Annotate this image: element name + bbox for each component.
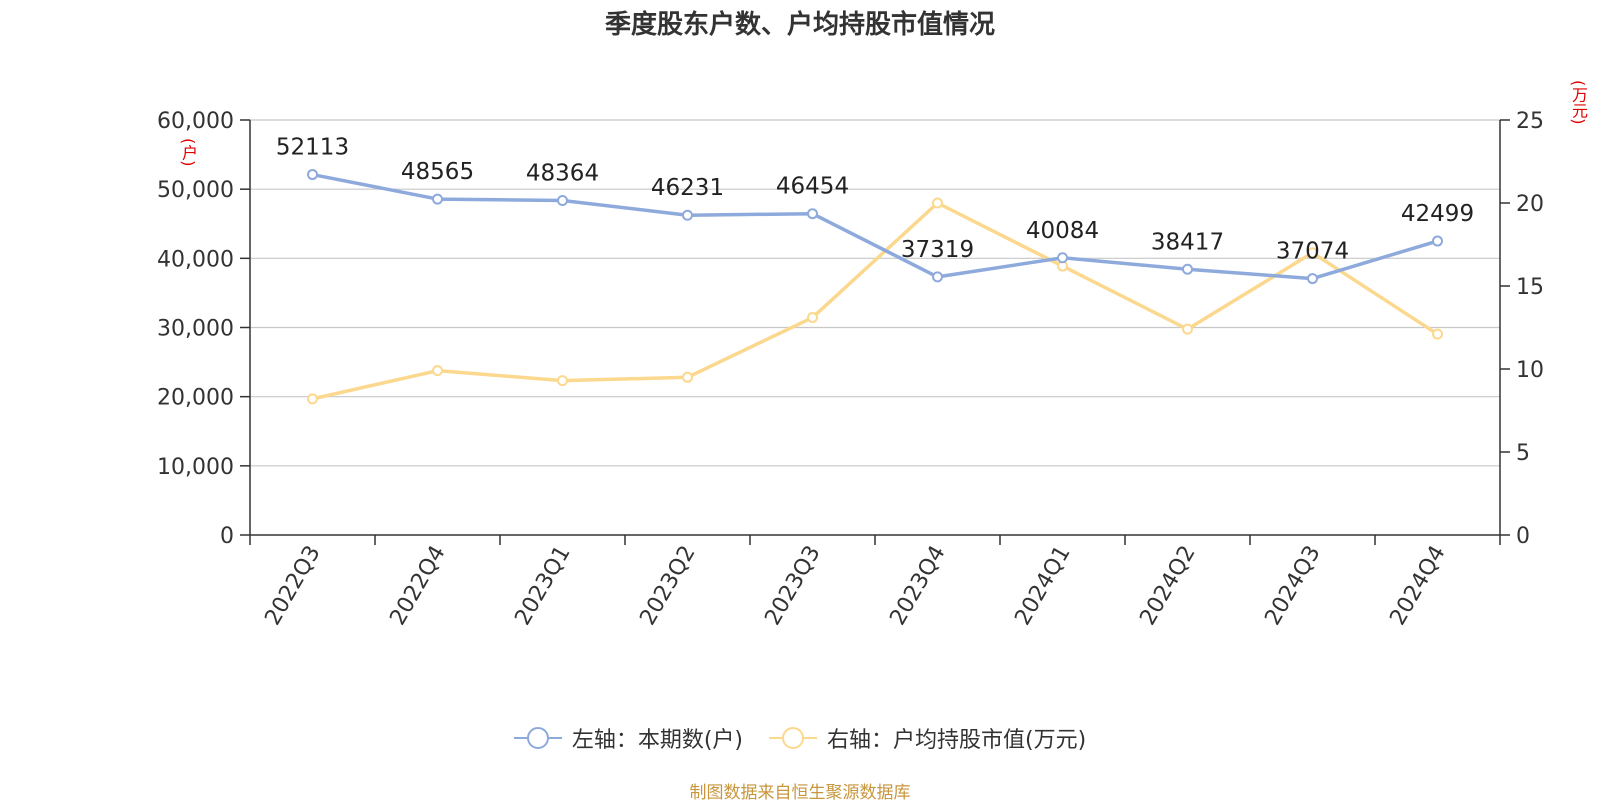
left-series-data-label: 52113 [276, 135, 349, 161]
left-axis-tick-label: 20,000 [157, 386, 234, 411]
x-axis-category-label: 2022Q3 [260, 542, 325, 630]
right-axis-tick-label: 5 [1516, 441, 1530, 466]
legend-left-circle-icon [513, 727, 562, 749]
left-series-point [1057, 252, 1068, 264]
left-series-data-label: 48565 [401, 159, 474, 185]
right-axis-tick-label: 25 [1516, 109, 1544, 134]
left-series-point [307, 169, 318, 181]
legend-right-circle-icon [769, 727, 817, 749]
x-axis-category-label: 2024Q3 [1260, 542, 1325, 630]
right-series-point [432, 365, 443, 377]
left-axis-tick-label: 60,000 [157, 109, 234, 134]
x-axis-category-label: 2023Q2 [635, 542, 700, 630]
left-series-point [1432, 235, 1443, 247]
x-axis-category-label: 2024Q4 [1385, 542, 1450, 630]
right-axis-tick-label: 0 [1516, 524, 1530, 549]
legend-item-left[interactable]: 左轴：本期数(户) [513, 722, 743, 754]
right-series-point [807, 312, 818, 324]
right-series-point [557, 375, 568, 387]
right-series-point [932, 197, 943, 209]
data-source: 制图数据来自恒生聚源数据库 [689, 783, 911, 803]
left-axis-tick-label: 0 [220, 524, 234, 549]
legend-label-left: 左轴：本期数(户) [571, 728, 743, 753]
right-series-point [307, 393, 318, 405]
left-axis-unit: (户) [179, 138, 198, 167]
left-axis-tick-label: 40,000 [157, 247, 234, 272]
left-series-point [1307, 273, 1318, 285]
left-series-data-label: 37319 [901, 237, 974, 263]
left-axis-tick-label: 10,000 [157, 455, 234, 480]
right-series-point [1307, 247, 1318, 259]
line-chart: 0 10,000 20,000 30,000 40,000 50,000 60,000 0 5 1… [157, 109, 1544, 630]
left-series-data-label: 48364 [526, 160, 599, 186]
x-axis-category-label: 2023Q3 [760, 542, 825, 630]
x-axis-category-label: 2022Q4 [385, 542, 450, 630]
x-axis-category-label: 2024Q1 [1010, 542, 1075, 630]
left-series-point [682, 209, 693, 221]
left-series-data-label: 40084 [1026, 218, 1099, 244]
x-axis-category-label: 2024Q2 [1135, 542, 1200, 630]
right-axis-unit: (万元) [1569, 80, 1588, 125]
left-series-data-label: 46454 [776, 174, 849, 200]
left-series-point [1182, 263, 1193, 275]
left-series-point [432, 193, 443, 205]
legend: 左轴：本期数(户) 右轴：户均持股市值(万元) [0, 722, 1600, 754]
left-axis-tick-label: 30,000 [157, 317, 234, 342]
right-axis-tick-label: 20 [1516, 192, 1544, 217]
x-axis-category-label: 2023Q4 [885, 542, 950, 630]
right-series-point [1432, 328, 1443, 340]
left-series-point [932, 271, 943, 283]
legend-item-right[interactable]: 右轴：户均持股市值(万元) [769, 722, 1086, 754]
right-axis-tick-label: 15 [1516, 275, 1544, 300]
left-series-data-label: 42499 [1401, 201, 1474, 227]
right-series-point [682, 371, 693, 383]
left-series-data-label: 37074 [1276, 239, 1349, 265]
left-series-line [312, 172, 1439, 281]
x-axis-category-label: 2023Q1 [510, 542, 575, 630]
left-series-point [807, 208, 818, 220]
chart-title: 季度股东户数、户均持股市值情况 [604, 10, 995, 40]
left-axis-tick-label: 50,000 [157, 178, 234, 203]
left-series-data-label: 38417 [1151, 229, 1224, 255]
legend-label-right: 右轴：户均持股市值(万元) [827, 728, 1087, 753]
right-axis-tick-label: 10 [1516, 358, 1544, 383]
left-series-point [557, 194, 568, 206]
right-series-line [312, 201, 1439, 401]
right-series-point [1182, 323, 1193, 335]
left-series-data-label: 46231 [651, 175, 724, 201]
